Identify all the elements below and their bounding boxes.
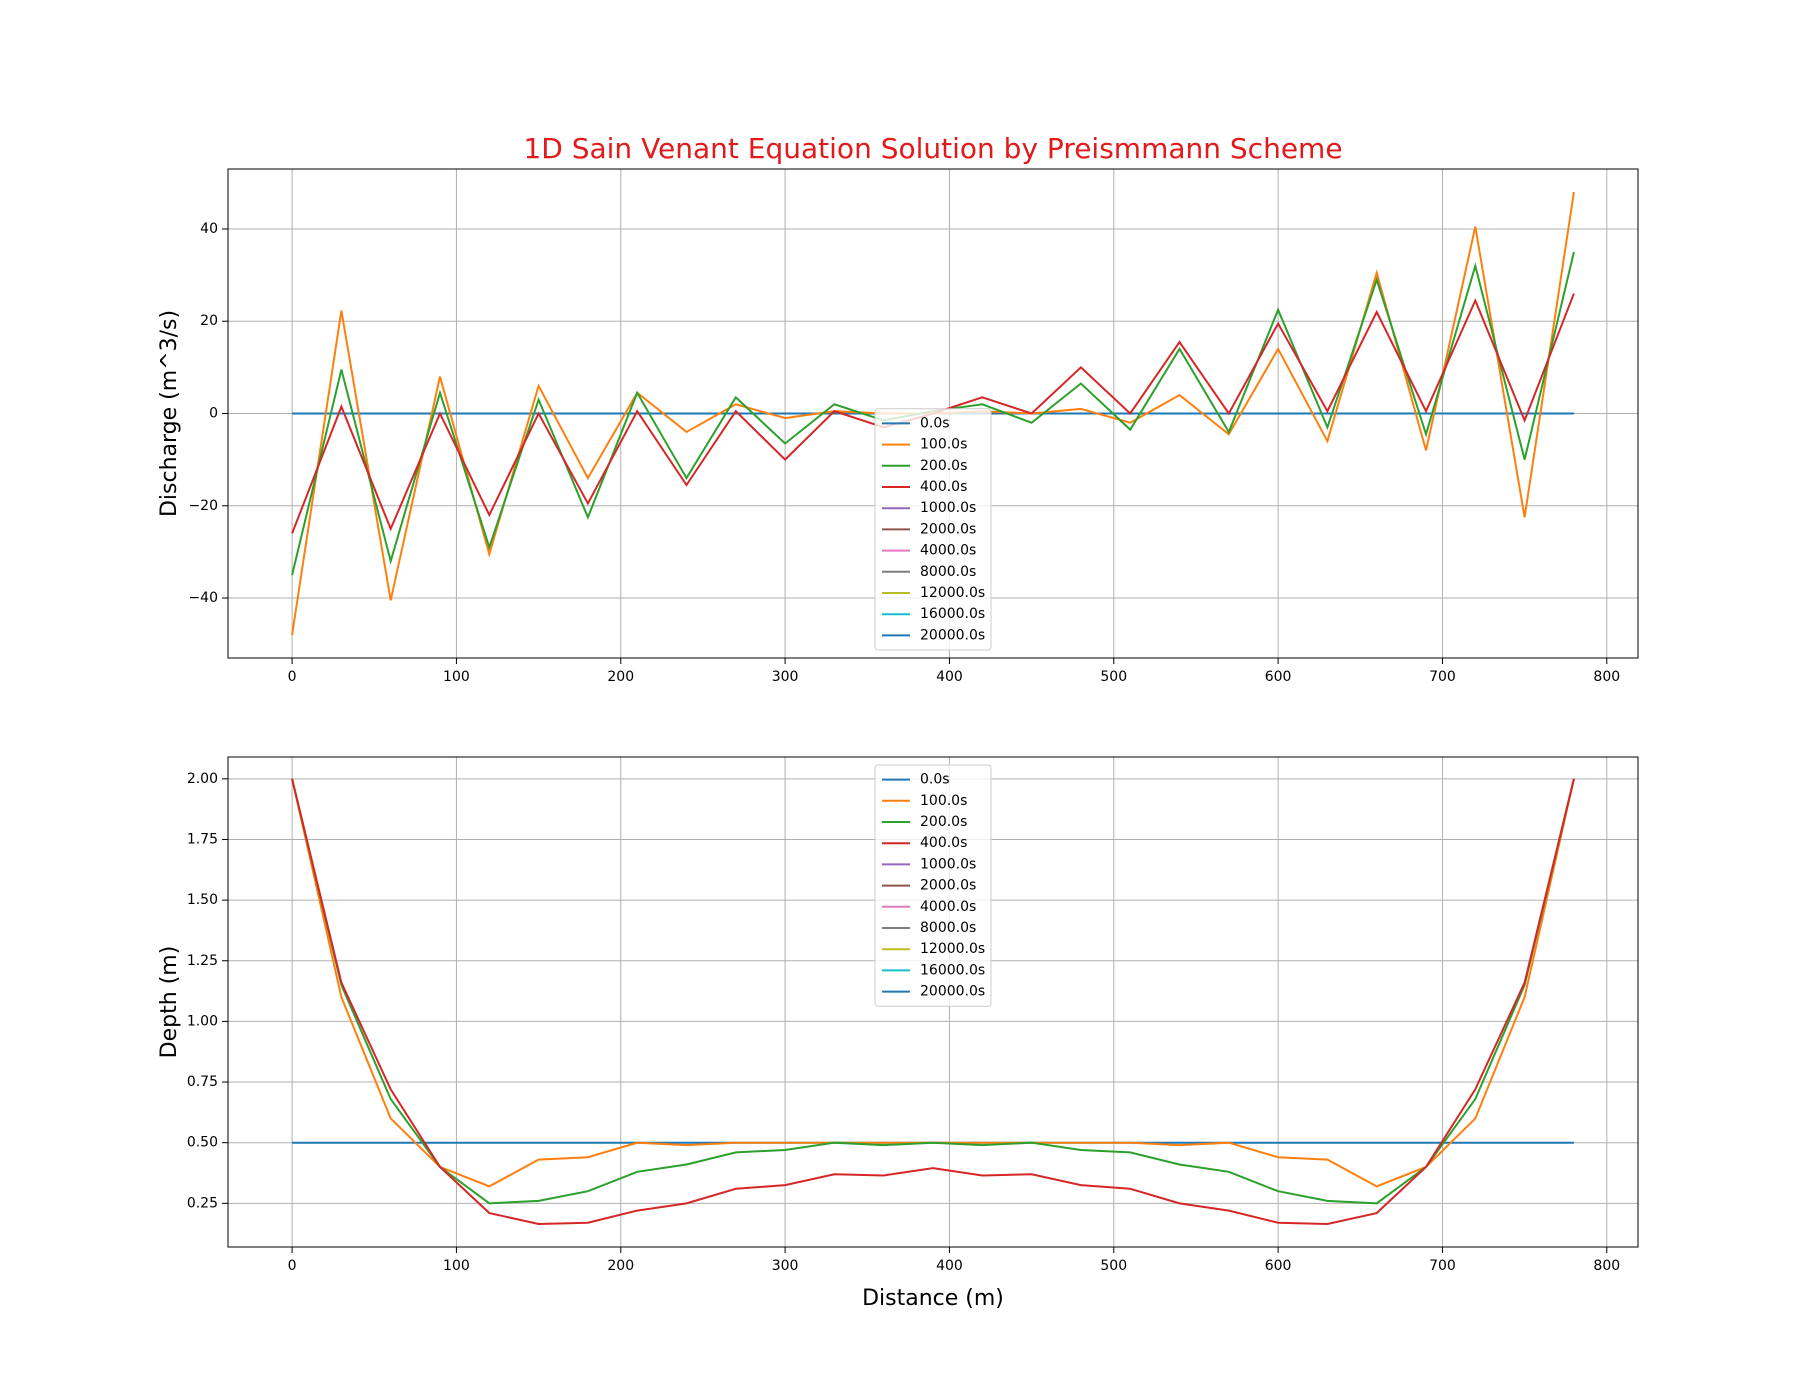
x-tick-label: 100 [443,1258,470,1274]
y-tick-label: 20 [200,313,218,329]
x-tick-label: 400 [936,1258,963,1274]
y-tick-label: 1.00 [187,1013,218,1029]
legend: 0.0s 100.0s 200.0s 400.0s 1000.0s 2000.0s 4000… [874,764,992,1007]
x-tick-label: 700 [1429,669,1456,685]
x-axis-label: Distance (m) [862,1286,1004,1311]
y-tick-label: 0.50 [187,1135,218,1151]
legend-label: 200.0s [920,814,967,830]
legend-label: 0.0s [920,772,950,788]
x-tick-label: 800 [1593,1258,1620,1274]
x-tick-label: 400 [936,669,963,685]
legend-label: 4000.0s [920,543,976,559]
legend-box [874,764,992,1007]
y-tick-label: −40 [188,590,218,606]
legend-label: 1000.0s [920,856,976,872]
y-tick-label: 1.75 [187,831,218,847]
legend-label: 16000.0s [920,606,985,622]
y-tick-label: 2.00 [187,771,218,787]
legend-label: 1000.0s [920,500,976,516]
y-tick-label: 0.75 [187,1074,218,1090]
y-tick-label: 1.25 [187,953,218,969]
x-tick-label: 0 [288,669,297,685]
x-tick-label: 600 [1265,1258,1292,1274]
x-tick-label: 800 [1593,669,1620,685]
legend: 0.0s 100.0s 200.0s 400.0s 1000.0s 2000.0s 4000… [874,408,992,651]
x-tick-label: 600 [1265,669,1292,685]
legend-box [874,408,992,651]
x-tick-label: 300 [772,669,799,685]
x-tick-label: 700 [1429,1258,1456,1274]
plot-frame [227,756,1639,1248]
legend-label: 0.0s [920,415,950,431]
x-tick-label: 200 [607,669,634,685]
legend-label: 20000.0s [920,984,985,1000]
y-tick-label: 0 [209,406,218,422]
legend-label: 100.0s [920,437,967,453]
legend-label: 12000.0s [920,585,985,601]
legend-label: 16000.0s [920,962,985,978]
y-tick-label: −20 [188,498,218,514]
legend-label: 8000.0s [920,564,976,580]
chart-title: 1D Sain Venant Equation Solution by Prei… [523,132,1342,165]
legend-label: 12000.0s [920,941,985,957]
legend-label: 100.0s [920,793,967,809]
y-axis-label: Discharge (m^3/s) [157,310,182,517]
legend-label: 20000.0s [920,627,985,643]
x-tick-label: 100 [443,669,470,685]
legend-label: 400.0s [920,479,967,495]
x-tick-label: 0 [288,1258,297,1274]
x-tick-label: 200 [607,1258,634,1274]
legend-label: 4000.0s [920,899,976,915]
x-tick-label: 300 [772,1258,799,1274]
legend-label: 2000.0s [920,521,976,537]
plot-frame [227,168,1639,659]
legend-label: 400.0s [920,835,967,851]
x-tick-label: 500 [1100,1258,1127,1274]
legend-label: 2000.0s [920,878,976,894]
data-line [291,778,1575,1225]
legend-label: 8000.0s [920,920,976,936]
y-axis-label: Depth (m) [157,946,182,1059]
y-tick-label: 1.50 [187,892,218,908]
data-line [291,778,1575,1205]
x-tick-label: 500 [1100,669,1127,685]
y-tick-label: 0.25 [187,1195,218,1211]
y-tick-label: 40 [200,221,218,237]
legend-label: 200.0s [920,458,967,474]
